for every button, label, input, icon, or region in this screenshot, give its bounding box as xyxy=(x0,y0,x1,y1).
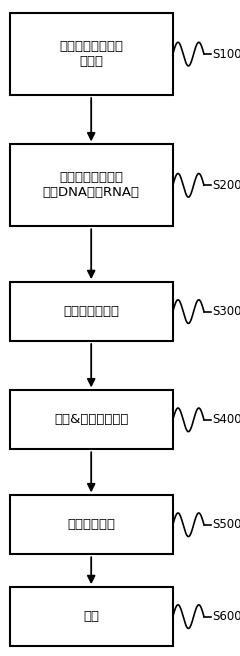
Bar xyxy=(10,390,173,449)
Text: S300: S300 xyxy=(212,305,240,318)
Bar xyxy=(10,13,173,95)
Text: 从外周血分离单个
核细胞: 从外周血分离单个 核细胞 xyxy=(59,40,123,68)
Bar xyxy=(10,144,173,226)
Bar xyxy=(10,587,173,646)
Bar xyxy=(10,282,173,341)
Text: 测序: 测序 xyxy=(83,610,99,623)
Text: 构建测序文库: 构建测序文库 xyxy=(67,518,115,531)
Text: 提取核酸样本（基
因组DNA或总RNA）: 提取核酸样本（基 因组DNA或总RNA） xyxy=(43,171,140,199)
Text: S200: S200 xyxy=(212,179,240,192)
Text: 回收&纯化扩增产物: 回收&纯化扩增产物 xyxy=(54,413,128,426)
Text: S500: S500 xyxy=(212,518,240,531)
Text: S100: S100 xyxy=(212,48,240,60)
Text: 利用引物集扩增: 利用引物集扩增 xyxy=(63,305,119,318)
Bar xyxy=(10,495,173,554)
Text: S600: S600 xyxy=(212,610,240,623)
Text: S400: S400 xyxy=(212,413,240,426)
